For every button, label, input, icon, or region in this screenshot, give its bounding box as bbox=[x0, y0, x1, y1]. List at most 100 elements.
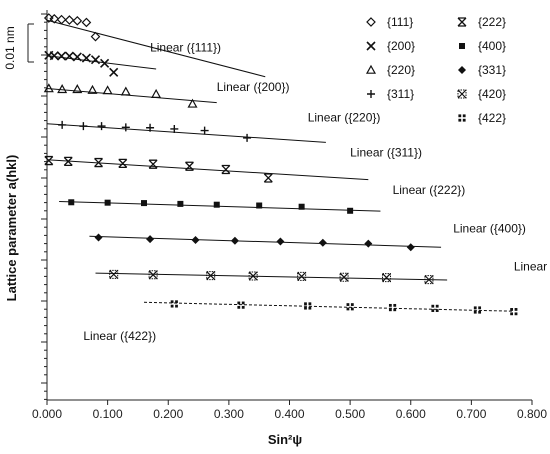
y-axis-title: Lattice parameter a(hkl) bbox=[4, 155, 19, 302]
data-point bbox=[72, 52, 82, 62]
data-point bbox=[43, 83, 54, 93]
marker-frame bbox=[206, 271, 216, 281]
legend-label: {420} bbox=[478, 87, 506, 101]
data-point bbox=[81, 53, 91, 63]
marker-cross bbox=[109, 269, 119, 279]
fit-line-422 bbox=[143, 301, 514, 312]
data-point bbox=[213, 201, 220, 208]
data-point bbox=[100, 58, 110, 68]
x-tick-label: 0.400 bbox=[274, 407, 304, 421]
marker-frame bbox=[109, 269, 119, 279]
x-tick-label: 0.700 bbox=[456, 407, 486, 421]
marker-dot bbox=[435, 304, 439, 308]
marker-dot bbox=[350, 307, 354, 311]
marker-cross bbox=[297, 271, 307, 281]
marker-dot bbox=[175, 304, 178, 308]
legend-label: {111} bbox=[387, 15, 413, 29]
marker-dot bbox=[431, 304, 435, 308]
fit-line-420 bbox=[95, 272, 448, 281]
data-point bbox=[79, 122, 88, 131]
fit-label-200: Linear ({200}) bbox=[217, 80, 290, 94]
fit-label-222: Linear ({222}) bbox=[393, 183, 466, 197]
x-tick-label: 0.000 bbox=[32, 407, 62, 421]
data-point bbox=[191, 235, 200, 244]
data-point bbox=[458, 66, 466, 74]
marker-dot bbox=[462, 114, 466, 118]
fit-line-220 bbox=[46, 87, 217, 104]
data-point bbox=[185, 161, 194, 171]
data-point bbox=[431, 304, 439, 312]
data-point bbox=[64, 51, 74, 61]
fit-line-222 bbox=[46, 159, 369, 181]
x-tick-label: 0.800 bbox=[517, 407, 547, 421]
data-point bbox=[339, 272, 349, 282]
data-point bbox=[97, 122, 106, 131]
marker-dot bbox=[473, 306, 477, 310]
fit-label-400: Linear ({400}) bbox=[453, 222, 526, 236]
data-point bbox=[81, 17, 92, 28]
marker-cross bbox=[424, 275, 434, 285]
series-331: Linear ({331}) bbox=[89, 233, 550, 273]
legend-label: {331} bbox=[478, 63, 506, 77]
marker-dot bbox=[237, 305, 241, 309]
legend-item-311: {311} bbox=[367, 87, 414, 101]
data-point bbox=[346, 303, 354, 311]
data-point bbox=[146, 235, 155, 244]
series-400: Linear ({400}) bbox=[59, 199, 526, 236]
data-point bbox=[382, 273, 391, 283]
marker-dot bbox=[458, 118, 462, 122]
data-point bbox=[221, 164, 231, 175]
legend-item-111: {111} bbox=[366, 15, 413, 29]
marker-dot bbox=[346, 307, 350, 311]
legend-label: {200} bbox=[387, 39, 415, 53]
data-point bbox=[90, 55, 101, 65]
legend-item-331: {331} bbox=[458, 63, 506, 77]
data-point bbox=[94, 157, 103, 168]
data-point bbox=[206, 271, 216, 281]
data-point bbox=[64, 15, 75, 25]
data-point bbox=[256, 202, 263, 209]
marker-frame bbox=[248, 271, 258, 281]
data-point bbox=[237, 301, 245, 309]
data-point bbox=[102, 85, 113, 95]
data-point bbox=[318, 238, 327, 247]
x-tick-label: 0.500 bbox=[335, 407, 365, 421]
x-axis-title: Sin²ψ bbox=[268, 432, 302, 447]
data-point bbox=[49, 51, 59, 61]
data-point bbox=[56, 14, 67, 25]
data-point bbox=[230, 236, 239, 245]
fit-label-220: Linear ({220}) bbox=[308, 111, 381, 125]
data-point bbox=[367, 90, 375, 98]
marker-dot bbox=[237, 301, 241, 305]
legend-layer: {111} {200} {220} {311} {222} {400} {331} {420}… bbox=[365, 15, 506, 125]
series-111: Linear ({111}) bbox=[43, 13, 266, 78]
data-point bbox=[120, 86, 131, 96]
legend-item-420: {420} bbox=[457, 87, 506, 101]
x-tick-label: 0.600 bbox=[396, 407, 426, 421]
marker-dot bbox=[308, 306, 312, 310]
marker-cross bbox=[206, 271, 216, 281]
marker-dot bbox=[478, 310, 482, 314]
x-tick-label: 0.100 bbox=[93, 407, 123, 421]
legend-label: {311} bbox=[387, 87, 414, 101]
data-point bbox=[366, 41, 376, 51]
fit-line-311 bbox=[46, 123, 326, 143]
marker-dot bbox=[308, 302, 312, 306]
data-point bbox=[298, 203, 305, 210]
data-point bbox=[365, 64, 377, 74]
data-point bbox=[43, 13, 54, 23]
marker-dot bbox=[510, 308, 514, 311]
data-point bbox=[276, 237, 285, 246]
marker-dot bbox=[478, 306, 482, 310]
marker-cross bbox=[339, 272, 349, 282]
data-point bbox=[243, 133, 252, 142]
marker-dot bbox=[514, 308, 518, 311]
data-point bbox=[510, 308, 518, 316]
series-422: Linear ({422}) bbox=[83, 300, 518, 343]
data-point bbox=[148, 270, 158, 280]
data-point bbox=[49, 13, 60, 24]
marker-dot bbox=[431, 309, 435, 312]
data-point bbox=[151, 88, 162, 98]
